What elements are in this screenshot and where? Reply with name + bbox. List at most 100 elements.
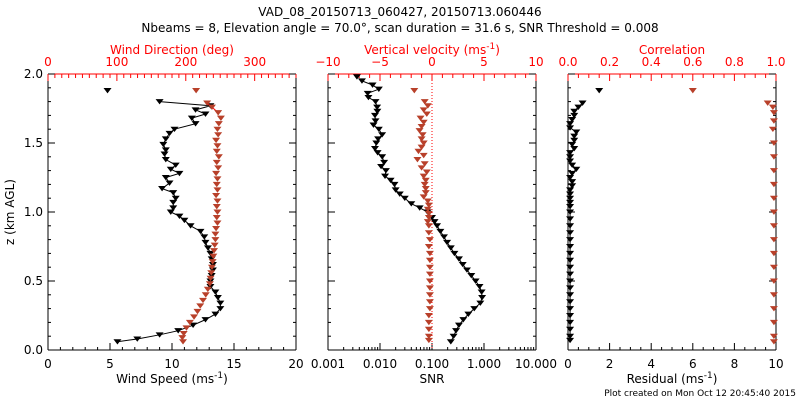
data-point-wind-speed	[161, 157, 170, 163]
data-point-wind-direction	[178, 335, 187, 341]
data-point-vertical-velocity	[416, 115, 425, 121]
data-point-snr	[373, 150, 382, 156]
x-tick-label: 0.010	[363, 357, 397, 371]
data-point-vertical-velocity	[423, 219, 432, 225]
data-point-residual	[572, 129, 581, 135]
x-tick-label: 10.000	[515, 357, 557, 371]
data-point-snr	[363, 90, 372, 97]
data-point-wind-speed	[169, 205, 178, 211]
data-point-vertical-velocity	[414, 148, 423, 155]
data-point-residual	[566, 313, 575, 319]
data-point-residual	[572, 166, 581, 173]
x-tick-label: 1.000	[467, 357, 501, 371]
data-point-wind-direction	[196, 303, 205, 309]
data-point-wind-direction	[212, 148, 221, 155]
data-point-vertical-velocity	[425, 292, 434, 298]
data-point-wind-speed	[161, 136, 170, 142]
data-point-wind-direction	[212, 226, 221, 232]
x-tick-label: 10	[768, 357, 783, 371]
data-point-wind-speed	[103, 88, 112, 94]
data-point-snr	[415, 205, 424, 211]
data-point-snr	[374, 126, 383, 133]
data-point-wind-direction	[214, 132, 223, 138]
data-point-snr	[368, 82, 377, 88]
data-point-wind-speed	[160, 151, 169, 157]
data-point-residual	[566, 319, 575, 326]
data-point-wind-direction	[208, 259, 217, 265]
data-point-vertical-velocity	[420, 161, 429, 167]
data-point-vertical-velocity	[410, 88, 419, 94]
data-point-wind-speed	[169, 190, 178, 196]
data-point-vertical-velocity	[421, 177, 430, 184]
data-point-snr	[436, 228, 445, 235]
data-point-wind-speed	[211, 289, 220, 295]
data-point-wind-direction	[214, 110, 223, 116]
data-point-snr	[430, 219, 439, 225]
data-point-vertical-velocity	[424, 210, 433, 217]
data-point-residual	[570, 137, 579, 144]
data-point-residual	[566, 216, 575, 222]
data-point-vertical-velocity	[424, 230, 433, 236]
data-point-wind-direction	[216, 115, 225, 121]
top-tick-label: 0.8	[725, 55, 744, 69]
data-point-wind-direction	[211, 237, 220, 243]
data-point-correlation	[769, 118, 778, 124]
data-point-snr	[449, 333, 458, 340]
data-point-correlation	[769, 264, 778, 271]
data-point-vertical-velocity	[423, 206, 432, 213]
top-tick-label: 5	[480, 55, 488, 69]
data-point-wind-speed	[113, 339, 122, 345]
data-point-residual	[566, 337, 575, 344]
data-point-residual	[578, 100, 587, 106]
data-point-correlation	[769, 237, 778, 243]
data-point-vertical-velocity	[424, 215, 433, 221]
x-tick-label: 5	[106, 357, 114, 371]
data-point-wind-speed	[174, 328, 183, 334]
data-point-wind-speed	[203, 245, 212, 251]
data-point-residual	[566, 237, 575, 243]
data-point-snr	[433, 223, 442, 229]
data-point-residual	[566, 199, 575, 206]
data-point-snr	[446, 245, 455, 251]
top-axis-label-sup: -1	[486, 42, 495, 52]
title-line-1: VAD_08_20150713_060427, 20150713.060446	[258, 5, 541, 19]
data-point-vertical-velocity	[425, 285, 434, 291]
y-tick-label: 0.5	[24, 274, 43, 288]
x-tick-label: 6	[689, 357, 697, 371]
data-point-residual	[566, 257, 575, 264]
data-point-wind-speed	[216, 300, 225, 306]
data-point-wind-direction	[212, 137, 221, 144]
x-axis-label-end: )	[223, 372, 228, 386]
data-point-residual	[566, 209, 575, 215]
data-point-wind-direction	[213, 198, 222, 204]
data-point-wind-direction	[207, 270, 216, 276]
data-point-wind-speed	[171, 162, 180, 168]
top-axis-label-end: )	[495, 43, 500, 57]
x-tick-label: 0.001	[311, 357, 345, 371]
top-axis-label-text: Vertical velocity (ms	[364, 43, 486, 57]
data-point-snr	[370, 112, 379, 119]
data-point-correlation	[769, 223, 778, 229]
data-point-wind-speed	[171, 195, 180, 202]
x-axis-label-end: )	[713, 372, 718, 386]
data-point-correlation	[769, 306, 778, 312]
data-point-vertical-velocity	[419, 152, 428, 159]
data-point-vertical-velocity	[422, 111, 431, 117]
data-point-snr	[381, 173, 390, 179]
data-point-wind-direction	[213, 187, 222, 193]
data-point-correlation	[763, 100, 772, 106]
x-tick-label: 15	[226, 357, 241, 371]
data-point-snr	[407, 201, 416, 207]
data-point-residual	[566, 264, 575, 271]
data-point-vertical-velocity	[425, 237, 434, 243]
data-point-wind-direction	[214, 154, 223, 160]
data-point-residual	[566, 326, 575, 333]
data-point-residual	[566, 223, 575, 229]
data-point-snr	[352, 74, 361, 80]
data-point-wind-direction	[212, 215, 221, 221]
data-point-snr	[380, 159, 389, 166]
data-point-vertical-velocity	[424, 223, 433, 229]
data-point-vertical-velocity	[415, 128, 424, 134]
